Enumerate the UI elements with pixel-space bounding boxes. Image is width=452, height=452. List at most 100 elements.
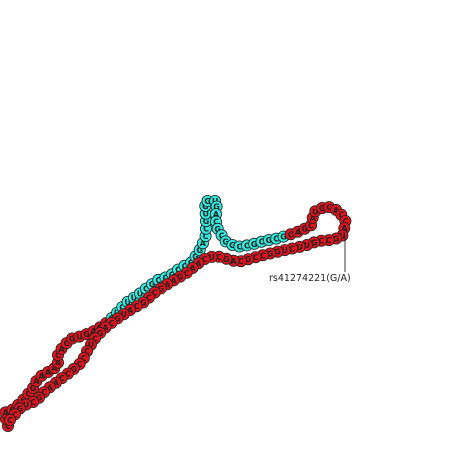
nucleotide-label: U bbox=[339, 232, 346, 241]
nucleotide-label: A bbox=[164, 280, 171, 289]
nucleotide-label: C bbox=[289, 245, 295, 254]
nucleotide-label: G bbox=[311, 238, 318, 247]
nucleotide-label: A bbox=[102, 324, 109, 333]
nucleotide-label: A bbox=[45, 368, 52, 377]
nucleotide-label: C bbox=[259, 238, 265, 247]
nucleotide-label: C bbox=[7, 416, 13, 425]
nucleotide-label: A bbox=[55, 359, 62, 368]
nucleotide-label: G bbox=[30, 384, 37, 393]
nucleotide-label: C bbox=[77, 360, 83, 369]
nucleotide-label: A bbox=[47, 383, 54, 392]
nucleotide-label: A bbox=[341, 224, 348, 233]
nucleotide-label: G bbox=[17, 405, 24, 414]
nucleotide-label: C bbox=[84, 347, 90, 356]
nucleotide-label: G bbox=[97, 329, 104, 338]
nucleotide-label: C bbox=[308, 221, 314, 230]
nucleotide-label: G bbox=[229, 241, 236, 250]
nucleotide-label: G bbox=[267, 250, 274, 259]
nucleotide-label: A bbox=[195, 259, 202, 268]
nucleotide-label: G bbox=[204, 197, 211, 206]
nucleotide-label: U bbox=[208, 253, 215, 262]
nucleotide-label: C bbox=[216, 253, 222, 262]
nucleotide-label: C bbox=[109, 319, 115, 328]
snp-annotation: rs41274221(G/A) bbox=[269, 236, 351, 284]
nucleotide-label: C bbox=[182, 262, 188, 271]
nucleotide-label: C bbox=[92, 334, 98, 343]
nucleotide-label: C bbox=[203, 232, 209, 241]
nucleotide-label: A bbox=[58, 345, 65, 354]
nucleotide-label: C bbox=[288, 230, 294, 239]
nucleotide-label: C bbox=[55, 351, 61, 360]
nucleotide-label: C bbox=[184, 269, 190, 278]
nucleotide-label: C bbox=[326, 203, 332, 212]
nucleotide-label: G bbox=[274, 248, 281, 257]
nucleotide-label: G bbox=[149, 280, 156, 289]
nucleotide-label: A bbox=[189, 264, 196, 273]
nucleotide-label: G bbox=[158, 284, 165, 293]
nucleotide-label: C bbox=[213, 218, 219, 227]
nucleotide: C bbox=[4, 413, 16, 426]
nucleotide-label: G bbox=[213, 203, 220, 212]
nucleotide-label: G bbox=[301, 225, 308, 234]
nucleotide-label: C bbox=[65, 370, 71, 379]
nucleotide-label: G bbox=[223, 255, 230, 264]
nucleotide-label: A bbox=[200, 239, 207, 248]
nucleotide-label: U bbox=[124, 298, 131, 307]
nucleotide-label: G bbox=[71, 365, 78, 374]
nucleotide-label: C bbox=[326, 236, 332, 245]
nucleotide-label: A bbox=[127, 306, 134, 315]
nucleotide-label: G bbox=[83, 330, 90, 339]
nucleotide-label: G bbox=[214, 225, 221, 234]
nucleotide-label: C bbox=[273, 235, 279, 244]
snp-label: rs41274221(G/A) bbox=[269, 273, 351, 284]
nucleotide-label: A bbox=[310, 214, 317, 223]
nucleotide-label: U bbox=[312, 207, 319, 216]
nucleotide-label: G bbox=[69, 335, 76, 344]
nucleotide-label: U bbox=[23, 401, 30, 410]
nucleotide-label: U bbox=[304, 241, 311, 250]
nucleotide-label: C bbox=[152, 289, 158, 298]
nucleotide-label: G bbox=[192, 252, 199, 261]
nucleotide-label: G bbox=[140, 299, 147, 308]
nucleotide-label: G bbox=[177, 273, 184, 282]
nucleotide-label: G bbox=[280, 233, 287, 242]
nucleotide-label: C bbox=[25, 390, 31, 399]
nucleotide-label: G bbox=[251, 240, 258, 249]
nucleotide-label: U bbox=[202, 210, 209, 219]
nucleotide-label: C bbox=[203, 225, 209, 234]
nucleotide-label: C bbox=[238, 257, 244, 266]
nucleotide-label: G bbox=[245, 255, 252, 264]
nucleotide-label: C bbox=[64, 339, 70, 348]
nucleotide-label: A bbox=[38, 372, 45, 381]
nucleotide-label: C bbox=[175, 266, 181, 275]
nucleotide-label: C bbox=[155, 276, 161, 285]
nucleotide-label: A bbox=[51, 364, 58, 373]
nucleotide-label: U bbox=[131, 294, 138, 303]
nucleotide-label: G bbox=[266, 236, 273, 245]
nucleotide-label: G bbox=[36, 394, 43, 403]
nucleotide-label: U bbox=[282, 246, 289, 255]
nucleotide-label: C bbox=[12, 410, 18, 419]
nucleotide-label: C bbox=[244, 241, 250, 250]
nucleotide-label: U bbox=[121, 310, 128, 319]
nucleotide-label: C bbox=[41, 388, 47, 397]
nucleotide-label: G bbox=[319, 204, 326, 213]
nucleotide-label: C bbox=[30, 398, 36, 407]
nucleotide-label: C bbox=[236, 243, 242, 252]
nucleotide-label: U bbox=[88, 341, 95, 350]
nucleotide-label: C bbox=[342, 217, 348, 226]
nucleotide-label: C bbox=[81, 354, 87, 363]
nucleotide-label: A bbox=[230, 257, 237, 266]
nucleotide-label: G bbox=[222, 237, 229, 246]
nucleotide-label: A bbox=[295, 228, 302, 237]
nucleotide-label: A bbox=[213, 210, 220, 219]
nucleotide-label: C bbox=[119, 303, 125, 312]
nucleotide-label: C bbox=[253, 253, 259, 262]
nucleotide-circle bbox=[4, 413, 16, 426]
nucleotide-label: A bbox=[2, 408, 9, 417]
nucleotide-label: C bbox=[162, 274, 168, 283]
nucleotide-label: A bbox=[33, 377, 40, 386]
nucleotide-label: G bbox=[333, 235, 340, 244]
nucleotide-label: A bbox=[170, 276, 177, 285]
